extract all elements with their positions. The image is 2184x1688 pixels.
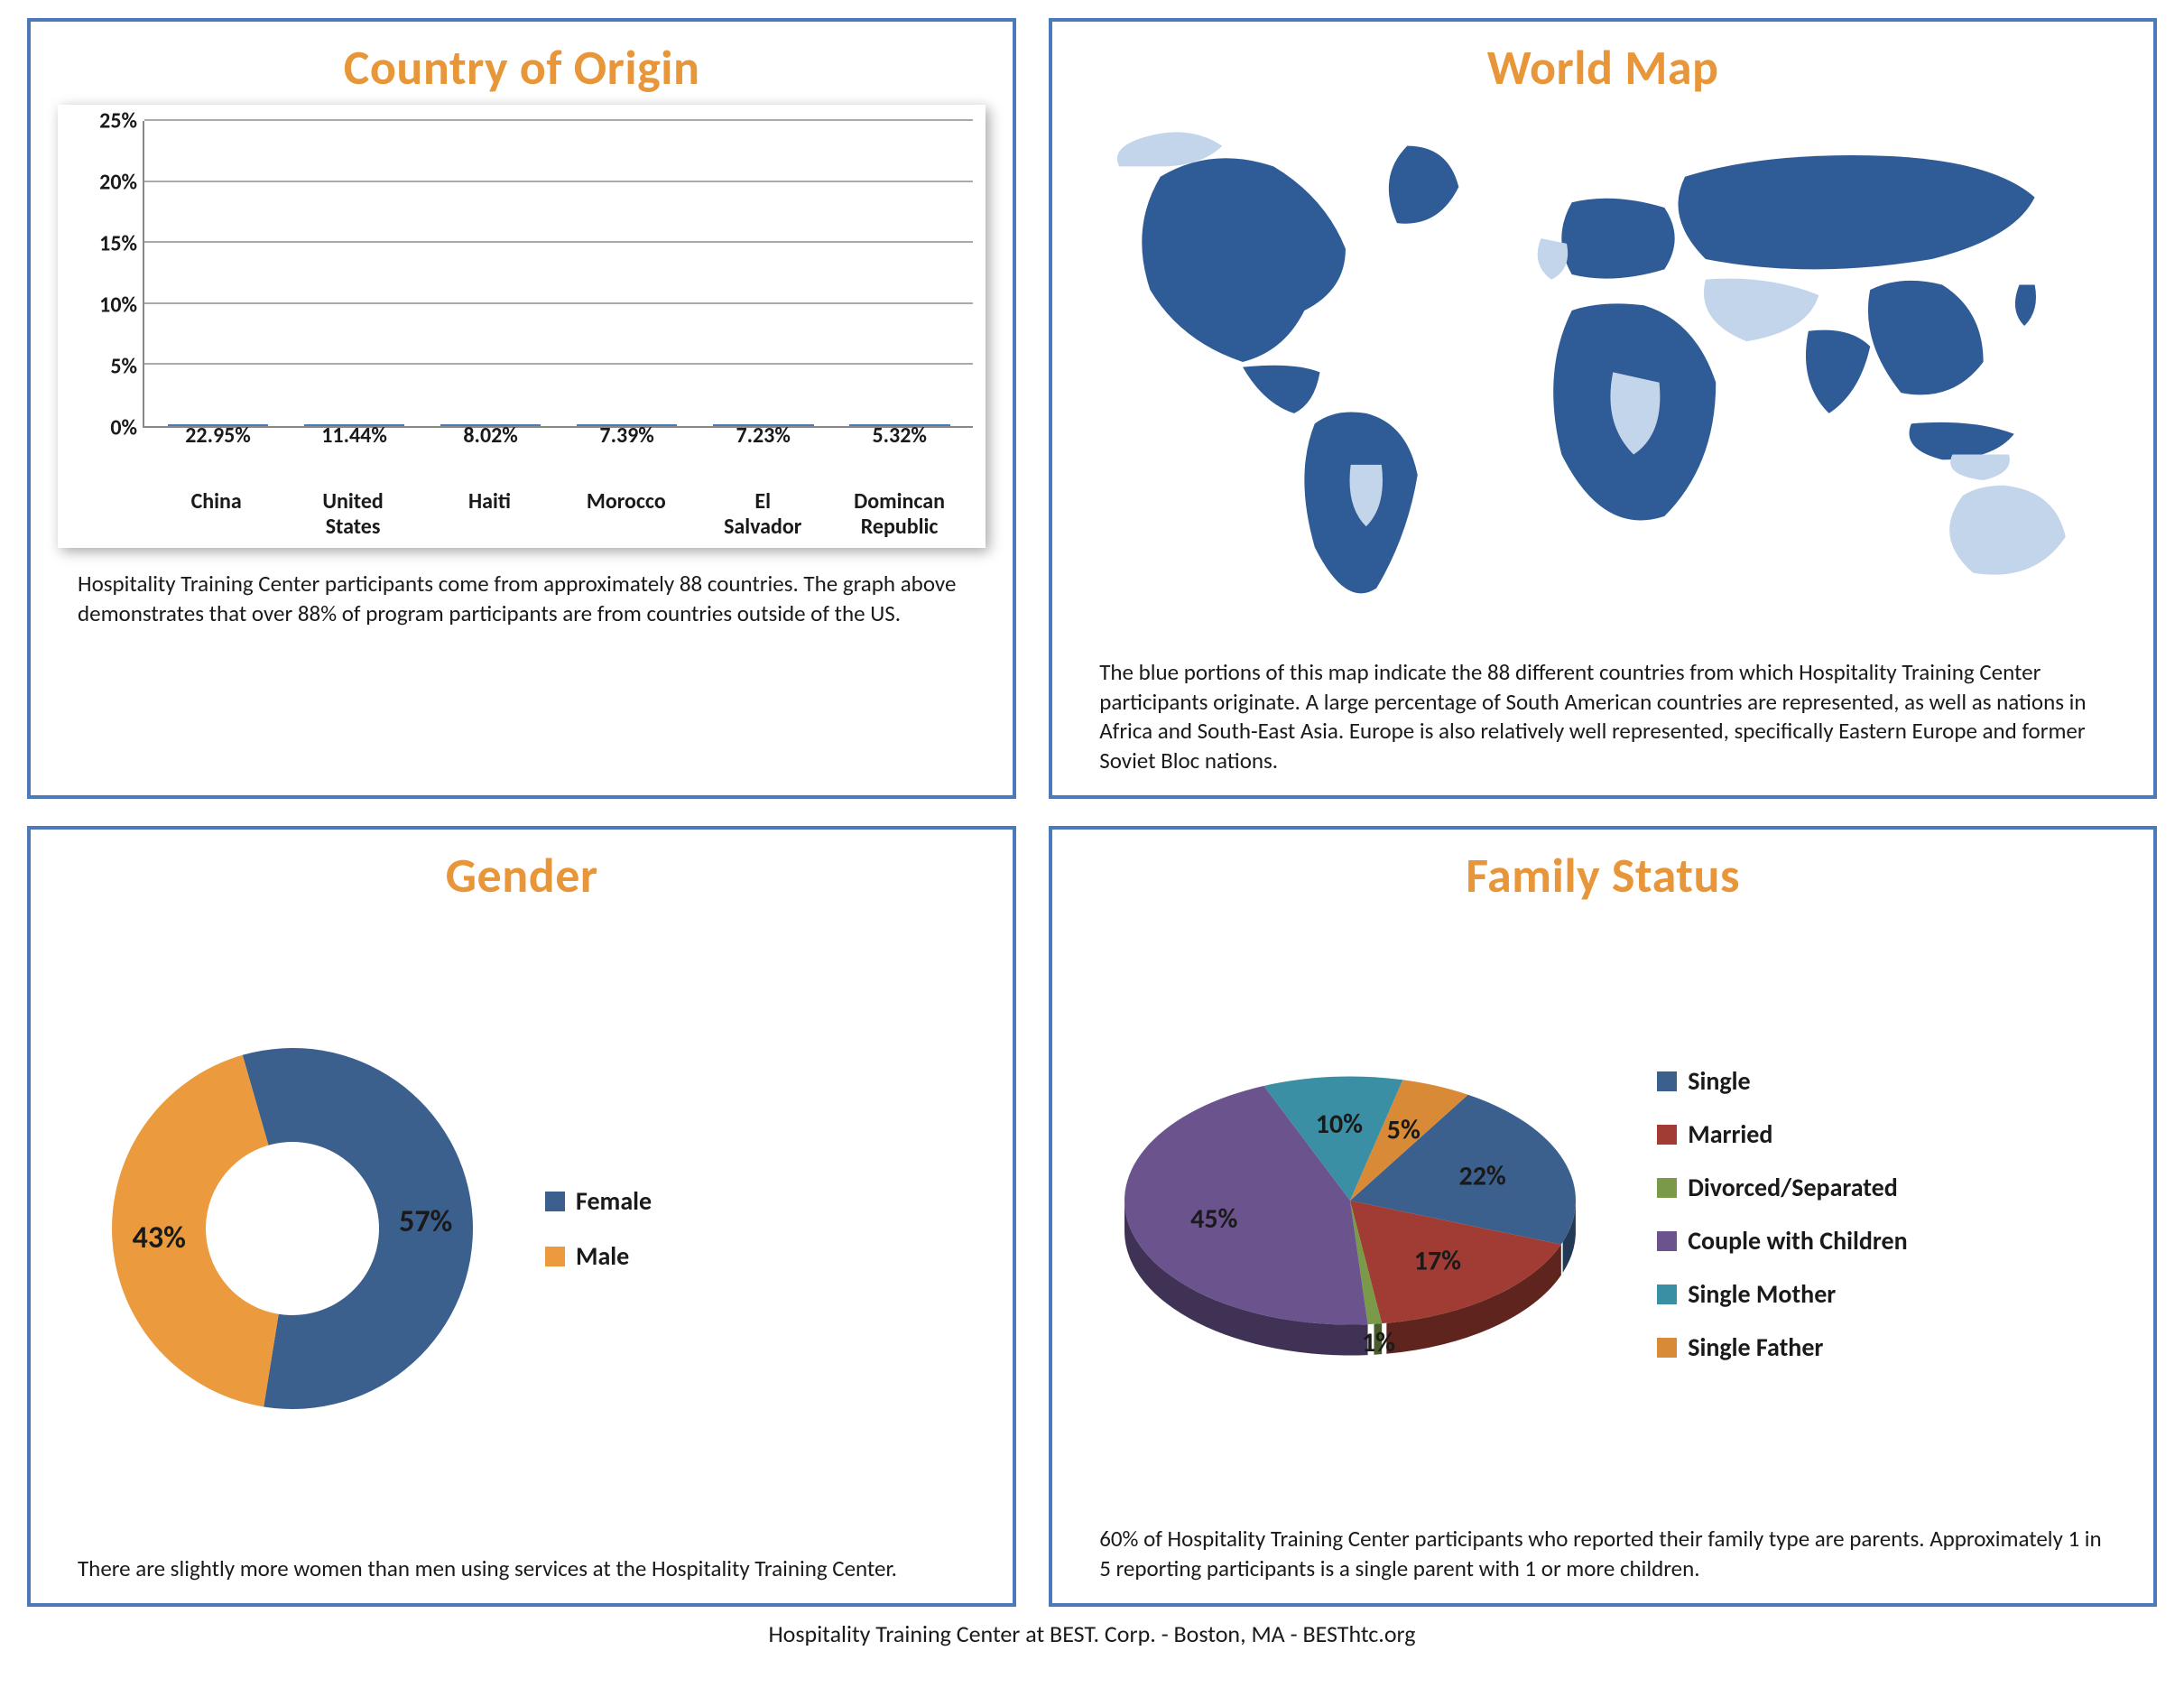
legend-item: Single Father — [1657, 1331, 1907, 1363]
panel-caption: 60% of Hospitality Training Center parti… — [1079, 1516, 2126, 1583]
legend-item: Couple with Children — [1657, 1225, 1907, 1257]
map-region — [1949, 486, 2066, 575]
y-tick: 5% — [110, 354, 137, 380]
map-region-highlighted — [1243, 366, 1319, 413]
footer-site: BESThtc.org — [1302, 1619, 1415, 1648]
donut-legend: Female Male — [545, 1185, 652, 1272]
donut-pct-label: 57% — [399, 1203, 452, 1240]
bar-chart: 0% 5% 10% 15% 20% 25% 22.95% 11.44% 8.02% 7.39% 7… — [58, 105, 986, 548]
map-region-highlighted — [2015, 285, 2036, 327]
panel-caption: The blue portions of this map indicate t… — [1079, 649, 2126, 775]
panel-title: Country of Origin — [58, 38, 986, 97]
map-region-highlighted — [1806, 330, 1870, 413]
y-tick: 10% — [99, 292, 137, 319]
panel-gender: Gender 57% 43% Female Male There are sligh… — [27, 826, 1016, 1607]
panel-title: World Map — [1079, 38, 2126, 97]
legend-item: Female — [545, 1185, 652, 1217]
page-footer: Hospitality Training Center at BEST. Cor… — [27, 1607, 2157, 1648]
x-label: UnitedStates — [284, 489, 421, 539]
panel-title: Gender — [58, 846, 986, 905]
bar-value-label: 8.02% — [463, 422, 517, 426]
legend-item: Single Mother — [1657, 1278, 1907, 1310]
panel-caption: There are slightly more women than men u… — [58, 1545, 986, 1584]
bar-chart-x-labels: ChinaUnitedStatesHaitiMoroccoElSalvadorD… — [143, 482, 973, 539]
bar-value-label: 7.39% — [599, 422, 653, 426]
map-region-highlighted — [1562, 199, 1675, 279]
bar-chart-y-axis: 0%5%10%15%20%25% — [70, 121, 143, 428]
legend-item: Married — [1657, 1118, 1907, 1150]
x-label: DomincanRepublic — [831, 489, 967, 539]
pie-pct-label: 45% — [1190, 1202, 1237, 1236]
panel-title: Family Status — [1079, 846, 2126, 905]
panel-caption: Hospitality Training Center participants… — [58, 561, 986, 628]
legend-item: Single — [1657, 1065, 1907, 1097]
pie-chart: 22% 17% 1% 45% 10% 5% — [1088, 997, 1630, 1431]
legend-item: Divorced/Separated — [1657, 1172, 1907, 1203]
legend-item: Male — [545, 1240, 652, 1272]
donut-chart: 57% 43% — [76, 1012, 509, 1445]
map-region — [1538, 238, 1568, 280]
donut-pct-label: 43% — [133, 1220, 186, 1257]
world-map-svg — [1088, 105, 2117, 640]
footer-org: Hospitality Training Center at BEST. Cor… — [768, 1619, 1155, 1648]
y-tick: 15% — [99, 231, 137, 257]
footer-city: Boston, MA — [1174, 1619, 1285, 1648]
dashboard-grid: Country of Origin 0% 5% 10% 15% 20% 25% 22.95… — [27, 18, 2157, 1607]
y-tick: 25% — [99, 108, 137, 134]
map-region-highlighted — [1910, 422, 2014, 459]
pie-pct-label: 5% — [1387, 1113, 1421, 1146]
map-region-highlighted — [1389, 146, 1459, 224]
world-map — [1079, 105, 2126, 649]
map-region — [1704, 279, 1818, 342]
pie-pct-label: 22% — [1459, 1159, 1506, 1192]
bar-value-label: 5.32% — [872, 422, 926, 426]
map-region — [1950, 455, 2010, 480]
bar-chart-plot: 22.95% 11.44% 8.02% 7.39% 7.23% 5.32% — [143, 121, 973, 428]
bar-value-label: 22.95% — [185, 422, 251, 426]
x-label: China — [148, 489, 284, 539]
bar-value-label: 7.23% — [736, 422, 790, 426]
y-tick: 20% — [99, 170, 137, 196]
panel-country-of-origin: Country of Origin 0% 5% 10% 15% 20% 25% 22.95… — [27, 18, 1016, 799]
x-label: ElSalvador — [695, 489, 831, 539]
pie-legend: Single Married Divorced/Separated Couple wi… — [1657, 1065, 1907, 1363]
pie-pct-label: 17% — [1414, 1245, 1461, 1278]
pie-pct-label: 10% — [1316, 1108, 1363, 1141]
y-tick: 0% — [110, 415, 137, 441]
panel-world-map: World Map The blue portions of this map … — [1049, 18, 2157, 799]
panel-family-status: Family Status 22% 17% 1% 45% 10% 5% Single Mar… — [1049, 826, 2157, 1607]
x-label: Morocco — [558, 489, 694, 539]
bar-value-label: 11.44% — [321, 422, 387, 426]
pie-pct-label: 1% — [1362, 1326, 1395, 1359]
map-region-highlighted — [1142, 158, 1346, 362]
x-label: Haiti — [421, 489, 558, 539]
map-region-highlighted — [1679, 155, 2035, 269]
map-region-highlighted — [1868, 281, 1984, 395]
